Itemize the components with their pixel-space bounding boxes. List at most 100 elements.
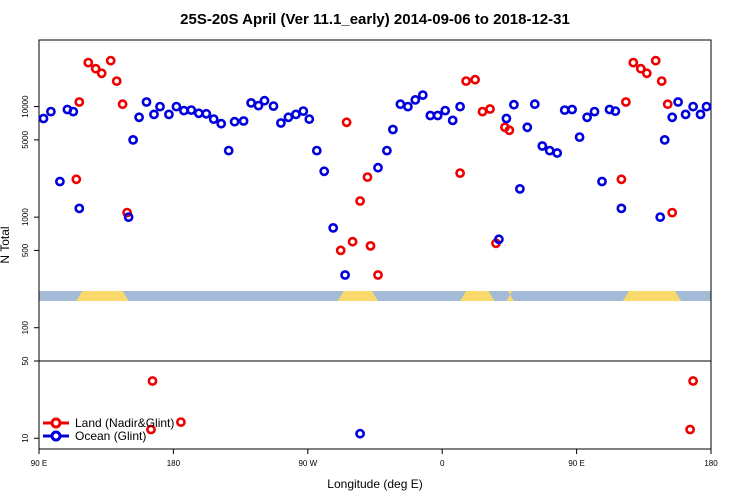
lower-panel-frame [38, 360, 712, 450]
ocean-point-51 [509, 99, 519, 110]
ocean-point-58 [559, 105, 570, 115]
land-point-15 [355, 196, 365, 206]
x-tick-label-2: 90 W [298, 459, 317, 468]
ocean-point-6 [123, 212, 134, 222]
land-point-14 [347, 236, 358, 247]
legend-land-marker [50, 417, 62, 429]
land-point-12 [335, 245, 346, 256]
ocean-point-8 [134, 112, 144, 123]
ocean-point-11 [155, 101, 165, 112]
lower-panel: 10 50 [21, 356, 712, 450]
upper-y-tick-label-1: 500 [21, 243, 30, 257]
ocean-point-56 [544, 145, 555, 156]
upper-panel: 100 500 1000 5000 10000 [21, 39, 712, 362]
ocean-point-31 [304, 114, 315, 124]
ocean-point-66 [616, 203, 627, 214]
land-point-9 [146, 424, 156, 435]
land-segment-2 [460, 291, 495, 301]
land-point-30 [635, 63, 646, 74]
upper-y-tick-label-2: 1000 [21, 208, 30, 226]
x-tick-label-5: 180 [704, 459, 718, 468]
ocean-point-7 [128, 134, 138, 145]
ocean-point-33 [319, 166, 330, 177]
y-axis-title: N Total [0, 226, 12, 263]
land-point-11 [175, 417, 186, 427]
lower-y-tick-label-0: 10 [21, 433, 30, 442]
ocean-point-34 [328, 222, 339, 233]
data-points [38, 55, 712, 439]
ocean-point-74 [701, 101, 712, 112]
ocean-point-22 [238, 116, 249, 126]
chart-title: 25S-20S April (Ver 11.1_early) 2014-09-0… [180, 11, 570, 28]
ocean-point-28 [283, 112, 294, 123]
ocean-point-20 [223, 145, 234, 156]
legend-ocean-marker [50, 430, 62, 442]
land-point-26 [504, 125, 515, 136]
upper-y-tick-label-4: 10000 [21, 95, 30, 118]
ocean-point-15 [186, 105, 197, 115]
ocean-point-61 [582, 112, 592, 123]
ocean-point-39 [387, 124, 398, 135]
ocean-point-55 [537, 141, 548, 151]
ocean-point-32 [311, 145, 322, 156]
ocean-point-42 [410, 95, 421, 105]
land-point-17 [365, 240, 376, 251]
land-point-27 [616, 174, 627, 185]
land-point-4 [96, 68, 107, 79]
land-point-22 [477, 106, 488, 117]
x-tick-label-1: 180 [167, 459, 181, 468]
lower-y-tick-label-1: 50 [21, 356, 30, 365]
legend-land-label: Land (Nadir&Glint) [75, 416, 174, 430]
ocean-point-46 [440, 105, 451, 116]
ocean-point-9 [141, 97, 152, 107]
ocean-point-70 [673, 97, 683, 107]
land-point-3 [90, 63, 101, 74]
ocean-point-14 [178, 105, 189, 116]
ocean-point-37 [373, 162, 383, 173]
land-point-18 [373, 270, 383, 280]
ocean-point-73 [695, 109, 706, 120]
ocean-point-10 [149, 109, 159, 120]
ocean-point-52 [515, 183, 525, 194]
land-point-36 [685, 424, 695, 435]
ocean-point-71 [680, 109, 691, 120]
ocean-point-12 [163, 109, 174, 120]
land-point-34 [662, 99, 673, 110]
ocean-point-72 [688, 101, 698, 112]
ocean-point-47 [447, 115, 458, 126]
ocean-point-43 [417, 90, 428, 100]
land-point-8 [122, 207, 132, 218]
ocean-point-65 [610, 106, 621, 116]
land-point-6 [111, 76, 122, 86]
ocean-point-45 [432, 110, 443, 121]
ocean-point-13 [171, 101, 182, 112]
ocean-point-16 [193, 108, 204, 119]
x-tick-label-4: 90 E [568, 459, 584, 468]
upper-y-tick-label-3: 5000 [21, 130, 30, 148]
ocean-point-40 [395, 99, 406, 110]
ocean-point-24 [253, 100, 264, 111]
x-tick-label-0: 90 E [31, 459, 47, 468]
ocean-point-17 [201, 108, 212, 119]
land-point-31 [641, 68, 652, 79]
ocean-point-41 [402, 101, 413, 112]
legend-ocean-label: Ocean (Glint) [75, 429, 146, 443]
x-tick-label-3: 0 [440, 459, 445, 468]
upper-y-tick-label-0: 100 [21, 320, 30, 334]
land-point-19 [455, 168, 465, 178]
x-axis-title: Longitude (deg E) [327, 477, 422, 491]
land-point-37 [688, 376, 698, 386]
ocean-point-27 [275, 118, 286, 128]
ocean-point-50 [501, 113, 512, 124]
land-point-1 [74, 97, 85, 107]
ocean-point-38 [381, 145, 392, 156]
legend: Land (Nadir&Glint) Ocean (Glint) [43, 416, 174, 443]
land-segment-3 [506, 291, 514, 301]
ocean-point-59 [567, 104, 577, 115]
land-point-10 [147, 376, 158, 386]
ocean-point-35 [340, 270, 350, 280]
map-band-ocean [39, 291, 711, 301]
land-point-32 [650, 55, 661, 66]
ocean-point-68 [659, 134, 670, 145]
